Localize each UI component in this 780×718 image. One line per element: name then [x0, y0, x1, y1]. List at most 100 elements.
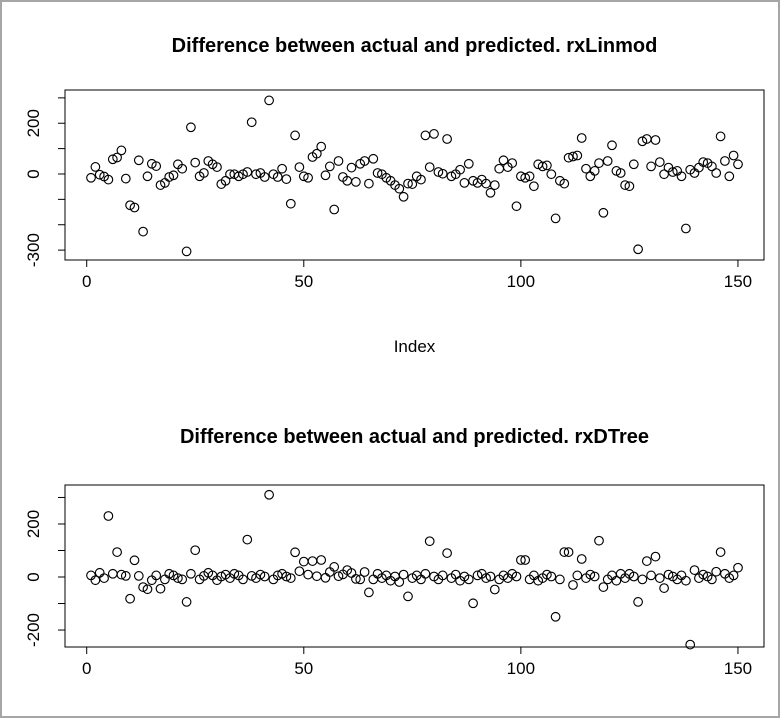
y-tick-label: 0	[24, 572, 43, 581]
data-point	[715, 547, 726, 557]
data-point	[116, 145, 127, 156]
data-point	[654, 157, 665, 167]
data-point	[489, 584, 500, 595]
data-point	[546, 169, 557, 180]
data-point	[728, 150, 739, 161]
data-point	[99, 573, 109, 583]
data-point	[251, 169, 261, 180]
data-point	[103, 174, 114, 185]
data-point	[576, 133, 587, 143]
data-point	[398, 191, 409, 202]
data-point	[698, 157, 709, 167]
data-point	[628, 159, 639, 170]
data-point	[641, 556, 652, 566]
data-point	[120, 173, 131, 184]
y-tick-label: 0	[24, 169, 43, 178]
data-point	[576, 554, 587, 564]
data-point	[359, 156, 370, 166]
data-point	[259, 172, 270, 182]
data-point	[659, 583, 669, 593]
data-point	[394, 183, 405, 194]
data-point	[407, 179, 418, 189]
data-point	[442, 134, 452, 144]
data-point	[181, 246, 192, 257]
data-point	[437, 168, 448, 179]
data-point	[394, 577, 405, 587]
data-point	[346, 162, 357, 173]
data-point	[589, 571, 600, 582]
data-point	[572, 570, 583, 581]
data-point	[164, 568, 175, 579]
data-point	[420, 568, 431, 579]
data-point	[650, 551, 661, 562]
data-point	[181, 597, 192, 607]
data-point	[568, 580, 578, 590]
data-point	[724, 171, 735, 182]
data-point	[359, 567, 370, 577]
data-point	[173, 573, 183, 583]
data-point	[320, 572, 331, 583]
data-point	[689, 565, 700, 575]
data-point	[298, 171, 309, 182]
data-point	[715, 131, 726, 142]
data-point	[112, 152, 122, 163]
data-point	[681, 575, 691, 586]
data-point	[637, 574, 648, 585]
data-point	[281, 174, 292, 184]
data-point	[550, 611, 561, 622]
data-point	[311, 571, 322, 582]
chart2-title: Difference between actual and predicted.…	[179, 426, 650, 448]
data-point	[320, 170, 331, 181]
data-point	[559, 178, 570, 189]
data-point	[294, 566, 305, 577]
data-point	[277, 163, 287, 174]
data-point	[633, 597, 643, 607]
x-tick-label: 0	[82, 659, 91, 678]
data-point	[242, 167, 253, 177]
y-tick-label: 200	[24, 510, 43, 538]
data-point	[129, 202, 140, 213]
data-point	[520, 172, 531, 183]
data-point	[594, 535, 604, 546]
data-point	[646, 161, 656, 172]
data-point	[568, 151, 578, 162]
data-point	[212, 162, 222, 172]
data-point	[151, 570, 162, 581]
data-point	[125, 593, 135, 604]
data-point	[177, 574, 188, 585]
data-point	[133, 571, 144, 581]
data-point	[572, 150, 583, 161]
plot-box-panel2	[64, 484, 765, 648]
data-point	[333, 156, 344, 166]
data-point	[107, 568, 118, 579]
y-tick-label: -200	[24, 613, 43, 647]
data-point	[728, 570, 739, 581]
data-point	[120, 571, 131, 581]
data-point	[259, 571, 270, 582]
data-point	[398, 569, 409, 580]
data-point	[720, 156, 730, 166]
data-point	[90, 162, 101, 172]
data-point	[489, 180, 500, 190]
data-point	[316, 555, 327, 565]
data-point	[485, 571, 496, 582]
data-point	[511, 571, 522, 582]
data-point	[589, 166, 600, 176]
data-point	[155, 583, 166, 594]
x-tick-label: 50	[294, 272, 313, 291]
data-point	[681, 223, 691, 234]
data-point	[555, 574, 565, 585]
data-point	[94, 567, 105, 578]
data-point	[133, 155, 144, 166]
data-point	[733, 562, 743, 573]
data-point	[598, 582, 609, 592]
data-point	[424, 162, 435, 172]
data-point	[294, 162, 305, 172]
x-tick-label: 0	[82, 272, 91, 291]
data-point	[711, 168, 722, 178]
data-point	[129, 555, 140, 566]
data-point	[498, 155, 509, 166]
data-point	[550, 213, 561, 224]
data-point	[463, 574, 474, 585]
data-point	[698, 569, 709, 580]
